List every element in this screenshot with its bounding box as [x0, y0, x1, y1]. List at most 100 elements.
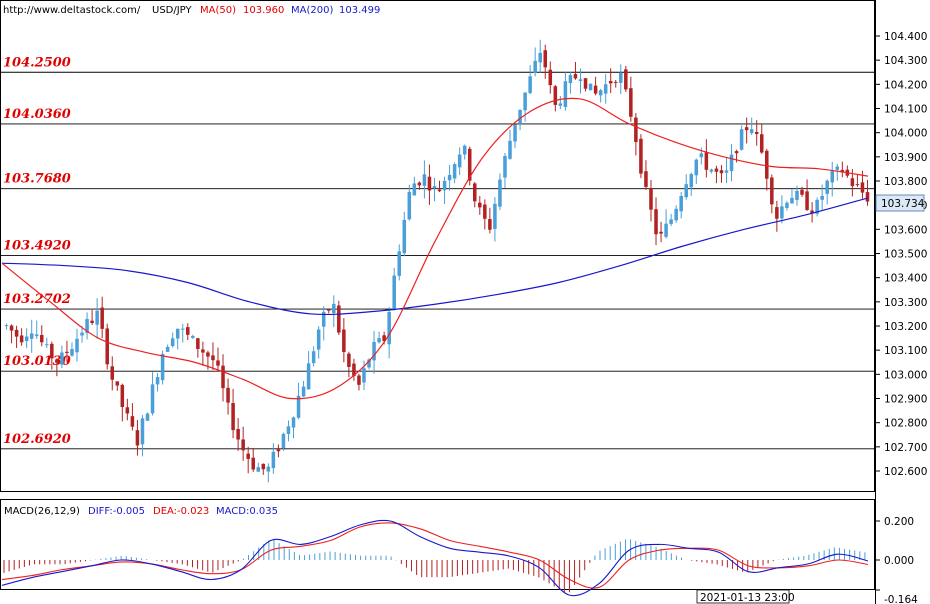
macd-histogram: [3, 539, 866, 593]
candle-body: [201, 349, 205, 353]
candle-body: [603, 84, 608, 94]
candle-body: [50, 343, 54, 359]
candle-body: [709, 169, 714, 172]
candle-body: [65, 351, 69, 353]
candle-body: [397, 251, 402, 276]
candle-body: [568, 75, 573, 84]
candle-body: [457, 154, 462, 168]
macd-tick-label: -0.164: [884, 594, 918, 604]
candle-body: [24, 336, 29, 342]
candle-body: [90, 320, 94, 324]
candle-body: [639, 138, 643, 174]
candle-body: [679, 195, 683, 212]
y-tick-label: 102.900: [884, 394, 927, 406]
candle-body: [754, 131, 759, 135]
candle-body: [130, 416, 135, 427]
candle-body: [175, 328, 180, 339]
candle-body: [286, 426, 291, 434]
candle-body: [759, 134, 764, 153]
candle-body: [296, 395, 301, 418]
candle-body: [377, 338, 381, 343]
macd-tick-label: 0.000: [884, 555, 914, 567]
candle-body: [442, 180, 447, 191]
ma200-label: MA(200): [291, 5, 333, 16]
y-tick-label: 103.200: [884, 321, 927, 333]
main-plot-frame: [0, 0, 875, 492]
candle-body: [538, 52, 542, 63]
candle-body: [85, 318, 89, 334]
site-url: http://www.deltastock.com/: [3, 5, 141, 16]
candle-body: [357, 375, 361, 385]
y-tick-label: 102.700: [884, 442, 927, 454]
candle-body: [739, 129, 744, 150]
candle-body: [256, 467, 261, 472]
candle-body: [472, 183, 477, 202]
svg-text:http://www.deltastock.com/: http://www.deltastock.com/ USD/JPY MA(50…: [3, 5, 380, 16]
symbol-label: USD/JPY: [152, 5, 192, 16]
candle-body: [231, 403, 235, 431]
candle-body: [508, 140, 512, 159]
candle-body: [548, 69, 553, 86]
candle-body: [140, 418, 145, 445]
candle-body: [780, 206, 784, 219]
candle-body: [467, 148, 472, 181]
candle-body: [160, 353, 165, 381]
candle-body: [4, 325, 9, 327]
candle-body: [855, 184, 860, 186]
candle-body: [488, 219, 492, 230]
candle-body: [191, 335, 195, 338]
candle-body: [271, 451, 276, 469]
candle-body: [533, 60, 537, 73]
candle-body: [372, 341, 376, 361]
candle-body: [543, 50, 548, 68]
candle-body: [311, 351, 316, 364]
candle-body: [744, 127, 749, 131]
candle-body: [462, 145, 467, 155]
candle-body: [503, 155, 507, 178]
y-tick-label: 103.100: [884, 345, 927, 357]
y-tick-label: 104.300: [884, 55, 927, 67]
candle-body: [674, 208, 678, 221]
candle-body: [211, 355, 215, 361]
candle-body: [860, 182, 865, 193]
candle-body: [412, 183, 417, 196]
candle-body: [729, 154, 734, 172]
macd-diff-line: [1, 519, 869, 597]
candle-body: [196, 338, 200, 349]
macd-dea-value: DEA:-0.023: [153, 506, 209, 517]
candle-body: [155, 377, 160, 385]
candle-body: [749, 129, 754, 134]
ma200-value: 103.499: [339, 5, 380, 16]
candle-body: [266, 466, 271, 472]
candle-body: [699, 153, 704, 158]
candle-body: [608, 80, 613, 84]
candle-body: [724, 170, 729, 173]
candle-body: [115, 381, 120, 386]
candle-body: [34, 334, 39, 337]
candle-body: [734, 151, 739, 154]
candle-body: [221, 365, 225, 389]
macd-diff-value: DIFF:-0.005: [88, 506, 145, 517]
candle-body: [613, 81, 618, 83]
candle-body: [19, 335, 24, 343]
macd-tick-label: 0.200: [884, 516, 914, 528]
candle-body: [70, 348, 74, 356]
candle-body: [105, 328, 109, 365]
candle-body: [619, 72, 623, 83]
candle-body: [593, 85, 598, 94]
ma50-line: [1, 97, 869, 400]
candle-body: [226, 387, 230, 403]
candle-body: [850, 178, 855, 187]
timestamp-box: [696, 589, 790, 604]
candle-body: [558, 103, 563, 106]
candle-body: [523, 92, 527, 111]
candle-body: [483, 204, 487, 219]
candle-body: [719, 170, 724, 174]
y-tick-label: 103.500: [884, 249, 927, 261]
candle-body: [785, 202, 789, 208]
y-tick-label: 103.800: [884, 176, 927, 188]
candle-body: [186, 327, 190, 335]
candle-body: [478, 202, 482, 208]
candle-body: [417, 182, 422, 186]
